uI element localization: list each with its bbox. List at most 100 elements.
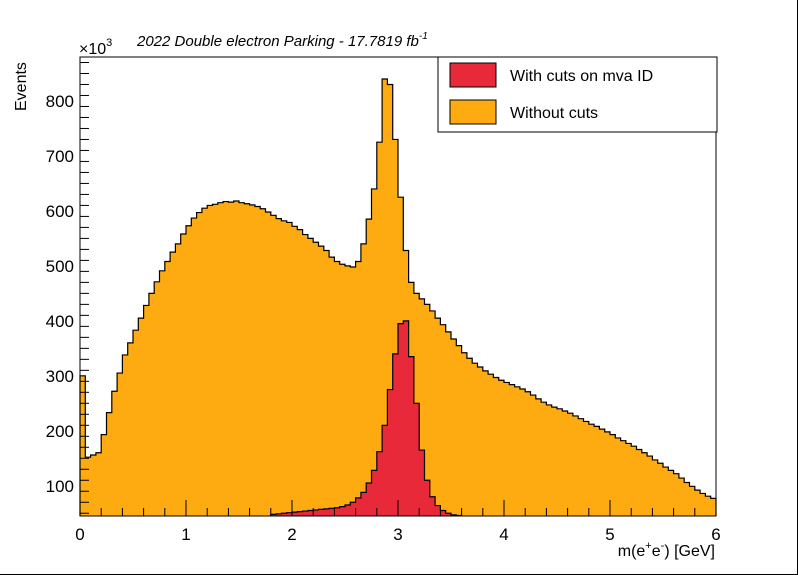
histogram-bar — [307, 238, 314, 516]
histogram-bar — [186, 225, 192, 516]
histogram-bar — [625, 443, 632, 516]
histogram-bar — [440, 324, 447, 516]
histogram-bar — [196, 212, 203, 516]
chart-title: 2022 Double electron Parking - 17.7819 f… — [136, 31, 428, 50]
histogram-bar — [599, 429, 606, 516]
histogram-bar — [212, 204, 219, 516]
histogram-bar — [572, 415, 579, 516]
histogram-bar — [493, 377, 500, 516]
histogram-bar — [339, 506, 346, 516]
histogram-bar — [233, 201, 240, 516]
histogram-bar — [345, 265, 351, 516]
histogram-bar — [175, 243, 182, 516]
histogram-bar — [620, 440, 627, 516]
histogram-bar — [371, 188, 378, 516]
y-tick-label: 300 — [46, 367, 74, 386]
histogram-bar — [95, 452, 102, 516]
histogram-bar — [557, 408, 563, 516]
histogram-bar — [551, 407, 558, 516]
histogram-bar — [101, 434, 107, 516]
histogram-bar — [482, 370, 489, 516]
histogram-bar — [350, 266, 356, 516]
histogram-bar — [260, 208, 266, 516]
histogram-bar — [360, 492, 367, 516]
histogram-bar — [504, 382, 510, 516]
histogram-bar — [382, 78, 388, 517]
histogram-bar — [148, 293, 155, 516]
histogram-bar — [461, 352, 468, 516]
y-tick-label: 200 — [46, 422, 74, 441]
histogram-bar — [710, 498, 717, 516]
y-tick-label: 800 — [46, 92, 74, 111]
histogram-bar — [583, 421, 590, 516]
histogram-bar — [345, 505, 351, 516]
histogram-bar — [170, 252, 176, 516]
histogram-bar — [355, 497, 362, 516]
series-without-cuts — [79, 78, 717, 517]
histogram-bar — [631, 446, 637, 516]
histogram-bar — [382, 425, 388, 516]
y-tick-label: 600 — [46, 202, 74, 221]
legend-label-with-cuts: With cuts on mva ID — [510, 68, 653, 85]
y-tick-label: 500 — [46, 257, 74, 276]
histogram-bar — [297, 229, 303, 517]
histogram-bar — [419, 450, 425, 516]
histogram-bar — [313, 509, 319, 516]
histogram-bar — [207, 205, 213, 517]
histogram-bar — [159, 270, 166, 516]
histogram-bar — [689, 486, 696, 516]
histogram-bar — [472, 363, 478, 516]
histogram-bar — [398, 323, 404, 516]
x-tick-label: 0 — [75, 525, 84, 544]
series-with-cuts — [270, 320, 463, 517]
histogram-bar — [700, 493, 706, 516]
histogram-bar — [323, 508, 330, 516]
histogram-bar — [85, 457, 91, 516]
histogram-bar — [334, 261, 341, 516]
histogram-bar — [239, 202, 245, 517]
histogram-bar — [164, 261, 171, 516]
histogram-bar — [339, 264, 346, 516]
histogram-bar — [419, 298, 425, 516]
histogram-bar — [451, 339, 457, 516]
histogram-bar — [435, 318, 441, 516]
histogram-bar — [122, 354, 129, 516]
histogram-bar — [133, 330, 139, 516]
x-tick-label: 5 — [605, 525, 614, 544]
histogram-bar — [80, 375, 86, 516]
histogram-bar — [281, 220, 288, 516]
histogram-bar — [143, 305, 150, 516]
histogram-bar — [292, 512, 298, 516]
histogram-bar — [371, 470, 378, 516]
y-multiplier-exponent: 3 — [106, 37, 112, 49]
histogram-bar — [323, 250, 330, 517]
y-tick-label: 400 — [46, 312, 74, 331]
axes: 0 1 2 3 4 5 6 100 200 300 400 500 600 700 800 — [46, 56, 721, 544]
histogram-bar — [228, 202, 235, 516]
histogram-bar — [466, 358, 473, 516]
chart-title-superscript: -1 — [419, 31, 428, 42]
histogram-outline — [79, 78, 717, 516]
histogram-bar — [138, 318, 144, 516]
histogram-bar — [90, 454, 97, 516]
histogram-bar — [281, 513, 288, 516]
histogram-bar — [191, 218, 197, 516]
histogram-bar — [535, 398, 542, 516]
histogram-bar — [541, 402, 547, 516]
histogram-bar — [307, 510, 314, 516]
histogram-bar — [111, 391, 118, 516]
histogram-bar — [318, 246, 325, 516]
histogram-bar — [514, 386, 521, 516]
histogram-bar — [329, 508, 335, 516]
y-multiplier: ×103 — [79, 37, 112, 58]
histogram-bar — [265, 212, 272, 516]
histogram-bar — [350, 502, 356, 516]
histogram-bar — [217, 202, 224, 517]
histogram-bar — [387, 389, 394, 516]
histogram-bar — [429, 496, 436, 516]
histogram-bar — [663, 467, 669, 516]
histogram-bar — [604, 431, 611, 516]
histogram-bar — [249, 204, 256, 516]
histogram-bar — [588, 424, 595, 516]
histogram-bar — [684, 482, 690, 516]
